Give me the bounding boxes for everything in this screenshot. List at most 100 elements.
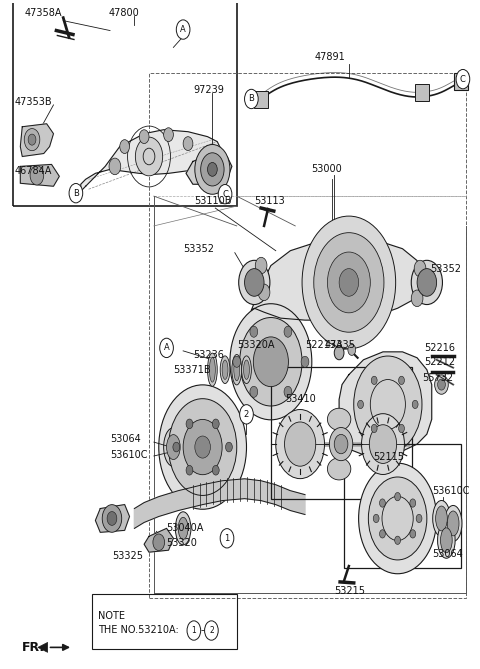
Circle shape <box>187 621 201 640</box>
Circle shape <box>164 128 173 142</box>
Ellipse shape <box>243 360 250 379</box>
Text: 53610C: 53610C <box>110 450 147 460</box>
Polygon shape <box>339 352 432 455</box>
Polygon shape <box>96 504 130 533</box>
Circle shape <box>198 153 207 167</box>
Circle shape <box>30 166 44 185</box>
Circle shape <box>176 20 190 39</box>
Ellipse shape <box>230 304 312 420</box>
Text: 47335: 47335 <box>324 340 355 350</box>
Circle shape <box>233 357 240 367</box>
Text: C: C <box>460 75 466 84</box>
Text: 46784A: 46784A <box>14 167 52 177</box>
Circle shape <box>435 375 448 394</box>
Circle shape <box>226 442 232 452</box>
Bar <box>254 91 268 108</box>
Circle shape <box>250 326 258 337</box>
Circle shape <box>334 346 344 360</box>
Text: 53064: 53064 <box>110 434 141 444</box>
Text: A: A <box>180 25 186 34</box>
Circle shape <box>348 345 356 355</box>
Circle shape <box>244 269 264 296</box>
Bar <box>93 594 237 650</box>
Text: 1: 1 <box>192 626 196 635</box>
Circle shape <box>380 499 385 507</box>
Circle shape <box>69 183 83 203</box>
Circle shape <box>244 89 258 108</box>
Ellipse shape <box>175 512 191 545</box>
Circle shape <box>240 405 253 424</box>
Ellipse shape <box>209 357 216 382</box>
Circle shape <box>358 400 363 409</box>
Text: 53610C: 53610C <box>432 486 469 496</box>
Text: 47891: 47891 <box>315 52 346 62</box>
Circle shape <box>160 339 173 357</box>
Text: 53064: 53064 <box>432 549 462 559</box>
Ellipse shape <box>436 506 447 531</box>
Circle shape <box>410 499 416 507</box>
Polygon shape <box>144 529 173 552</box>
Text: 53110B: 53110B <box>194 196 231 206</box>
Polygon shape <box>20 124 53 157</box>
Text: NOTE: NOTE <box>98 611 125 621</box>
Circle shape <box>285 422 316 466</box>
Text: 2: 2 <box>244 410 249 419</box>
Circle shape <box>373 514 379 522</box>
Circle shape <box>207 163 217 177</box>
Circle shape <box>255 258 267 274</box>
Circle shape <box>153 534 165 551</box>
Circle shape <box>186 466 193 475</box>
Circle shape <box>139 130 149 144</box>
Circle shape <box>204 621 218 640</box>
Ellipse shape <box>178 517 188 539</box>
Circle shape <box>354 356 422 453</box>
Ellipse shape <box>441 528 452 553</box>
Text: 52212: 52212 <box>424 357 455 367</box>
Ellipse shape <box>241 356 252 383</box>
Circle shape <box>168 399 237 496</box>
Polygon shape <box>252 239 422 320</box>
Text: –: – <box>200 626 205 636</box>
Circle shape <box>173 442 180 452</box>
Circle shape <box>183 419 222 475</box>
Text: B: B <box>73 189 79 197</box>
Text: 53000: 53000 <box>311 165 342 175</box>
Text: 2: 2 <box>209 626 214 635</box>
Text: 47800: 47800 <box>108 8 139 17</box>
Text: 52216: 52216 <box>424 343 455 353</box>
Circle shape <box>143 149 155 165</box>
Circle shape <box>220 529 234 548</box>
Circle shape <box>411 260 443 304</box>
Text: 53215: 53215 <box>334 586 365 596</box>
Circle shape <box>359 463 437 574</box>
Circle shape <box>239 260 270 304</box>
Circle shape <box>456 70 470 89</box>
Text: 52213A: 52213A <box>305 340 343 350</box>
Bar <box>271 367 412 498</box>
Circle shape <box>195 436 210 458</box>
Circle shape <box>380 530 385 538</box>
Bar <box>149 72 466 598</box>
Bar <box>415 84 429 101</box>
Circle shape <box>212 466 219 475</box>
Ellipse shape <box>240 318 302 406</box>
Ellipse shape <box>164 427 183 466</box>
Text: 97239: 97239 <box>193 85 224 95</box>
Circle shape <box>258 284 270 300</box>
Text: 53113: 53113 <box>254 196 285 206</box>
Ellipse shape <box>253 337 288 387</box>
Circle shape <box>416 514 422 522</box>
Text: 1: 1 <box>224 534 229 543</box>
Circle shape <box>284 326 292 337</box>
Circle shape <box>314 233 384 332</box>
Text: 53410: 53410 <box>286 395 316 405</box>
Text: A: A <box>164 343 169 353</box>
Ellipse shape <box>232 355 241 385</box>
Circle shape <box>334 434 348 454</box>
Ellipse shape <box>220 356 230 383</box>
Circle shape <box>395 492 400 501</box>
Text: 53352: 53352 <box>183 244 214 254</box>
Circle shape <box>159 385 247 509</box>
Circle shape <box>369 425 396 464</box>
Text: 53040A: 53040A <box>167 523 204 533</box>
